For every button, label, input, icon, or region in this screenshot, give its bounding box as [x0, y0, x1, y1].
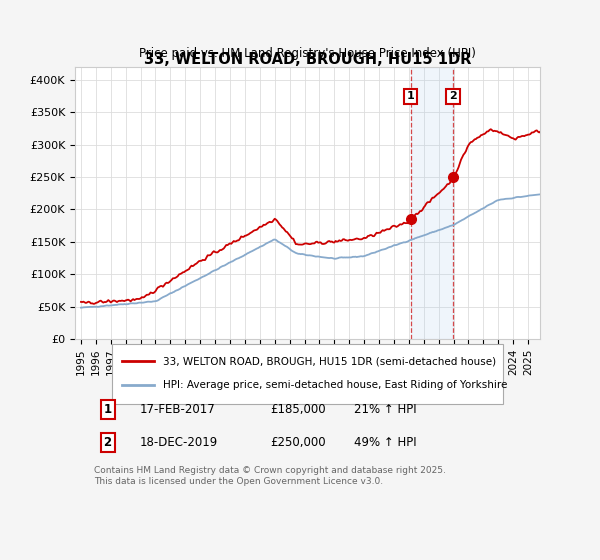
FancyBboxPatch shape [112, 344, 503, 404]
Text: 18-DEC-2019: 18-DEC-2019 [140, 436, 218, 449]
Text: 1: 1 [103, 403, 112, 416]
Text: 2: 2 [103, 436, 112, 449]
Text: 1: 1 [407, 91, 415, 101]
Text: Price paid vs. HM Land Registry's House Price Index (HPI): Price paid vs. HM Land Registry's House … [139, 48, 476, 60]
Text: 2: 2 [449, 91, 457, 101]
Title: 33, WELTON ROAD, BROUGH, HU15 1DR: 33, WELTON ROAD, BROUGH, HU15 1DR [144, 52, 471, 67]
Text: £250,000: £250,000 [270, 436, 326, 449]
Bar [410, 67, 453, 339]
Text: 33, WELTON ROAD, BROUGH, HU15 1DR (semi-detached house): 33, WELTON ROAD, BROUGH, HU15 1DR (semi-… [163, 356, 496, 366]
Text: 21% ↑ HPI: 21% ↑ HPI [354, 403, 416, 416]
Text: Contains HM Land Registry data © Crown copyright and database right 2025.
This d: Contains HM Land Registry data © Crown c… [94, 466, 445, 486]
Text: 49% ↑ HPI: 49% ↑ HPI [354, 436, 416, 449]
Text: £185,000: £185,000 [270, 403, 326, 416]
Text: HPI: Average price, semi-detached house, East Riding of Yorkshire: HPI: Average price, semi-detached house,… [163, 380, 508, 390]
Text: 17-FEB-2017: 17-FEB-2017 [140, 403, 216, 416]
